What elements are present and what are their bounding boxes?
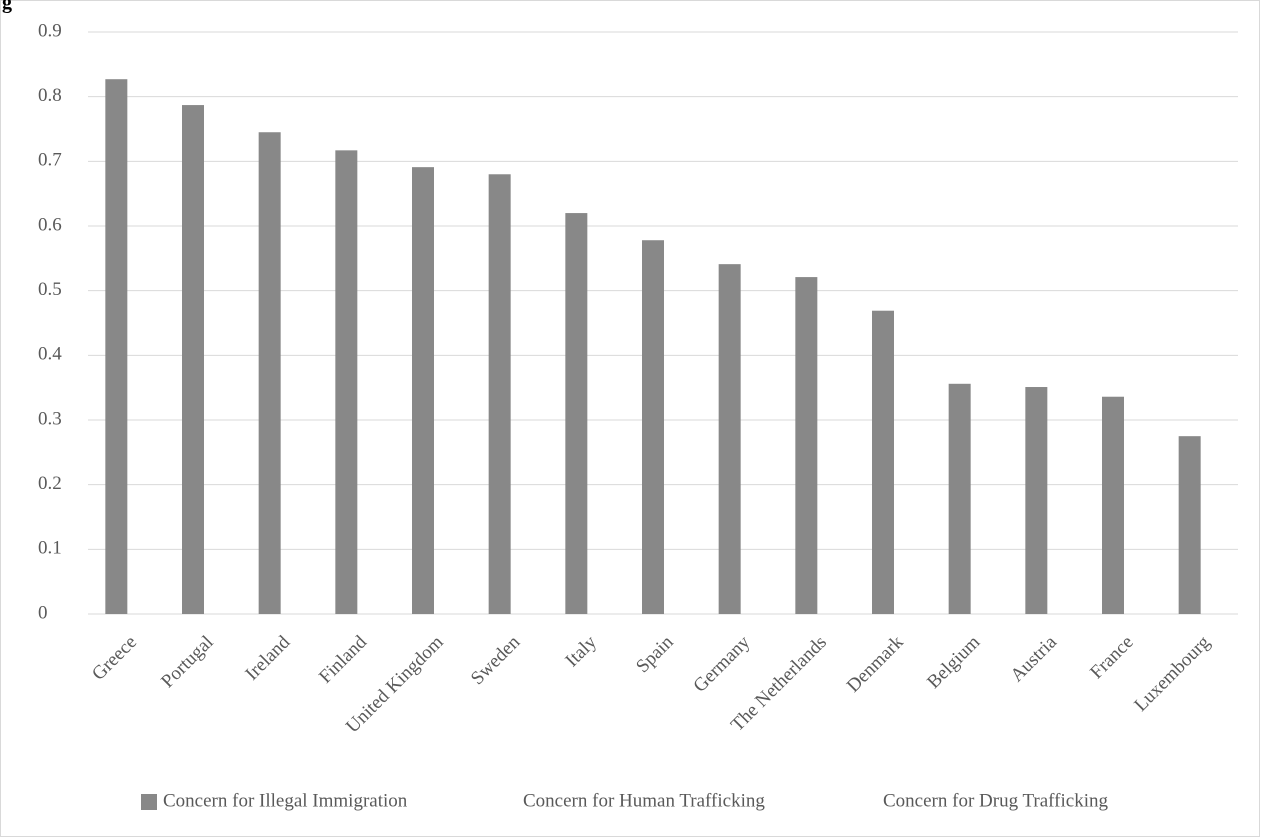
chart-title: g bbox=[2, 0, 12, 14]
y-tick-label: 0.6 bbox=[38, 214, 62, 235]
bar bbox=[182, 105, 204, 614]
bar bbox=[1178, 436, 1201, 614]
y-tick-label: 0.2 bbox=[38, 473, 62, 494]
bar bbox=[335, 150, 358, 614]
bar bbox=[795, 277, 818, 614]
y-tick-label: 0 bbox=[38, 602, 48, 623]
legend-swatch bbox=[141, 794, 157, 810]
bar bbox=[1102, 396, 1124, 614]
legend-label: Concern for Illegal Immigration bbox=[163, 790, 408, 811]
legend-label: Concern for Human Trafficking bbox=[523, 790, 765, 811]
y-tick-label: 0.5 bbox=[38, 279, 62, 300]
bar bbox=[412, 167, 434, 615]
bar bbox=[105, 79, 128, 614]
y-tick-label: 0.8 bbox=[38, 85, 62, 106]
bar bbox=[948, 383, 971, 614]
bar bbox=[565, 213, 588, 615]
bar bbox=[718, 264, 741, 614]
bar bbox=[872, 310, 894, 614]
y-tick-label: 0.1 bbox=[38, 538, 62, 559]
legend-swatch bbox=[501, 794, 517, 810]
bar bbox=[488, 174, 511, 614]
bar bbox=[258, 132, 281, 614]
legend-swatch bbox=[861, 794, 877, 810]
bar bbox=[1025, 387, 1048, 614]
legend-label: Concern for Drug Trafficking bbox=[883, 790, 1108, 811]
y-tick-label: 0.3 bbox=[38, 408, 62, 429]
y-tick-label: 0.4 bbox=[38, 344, 62, 365]
bar bbox=[642, 240, 664, 614]
y-tick-label: 0.9 bbox=[38, 20, 62, 41]
y-tick-label: 0.7 bbox=[38, 150, 62, 171]
